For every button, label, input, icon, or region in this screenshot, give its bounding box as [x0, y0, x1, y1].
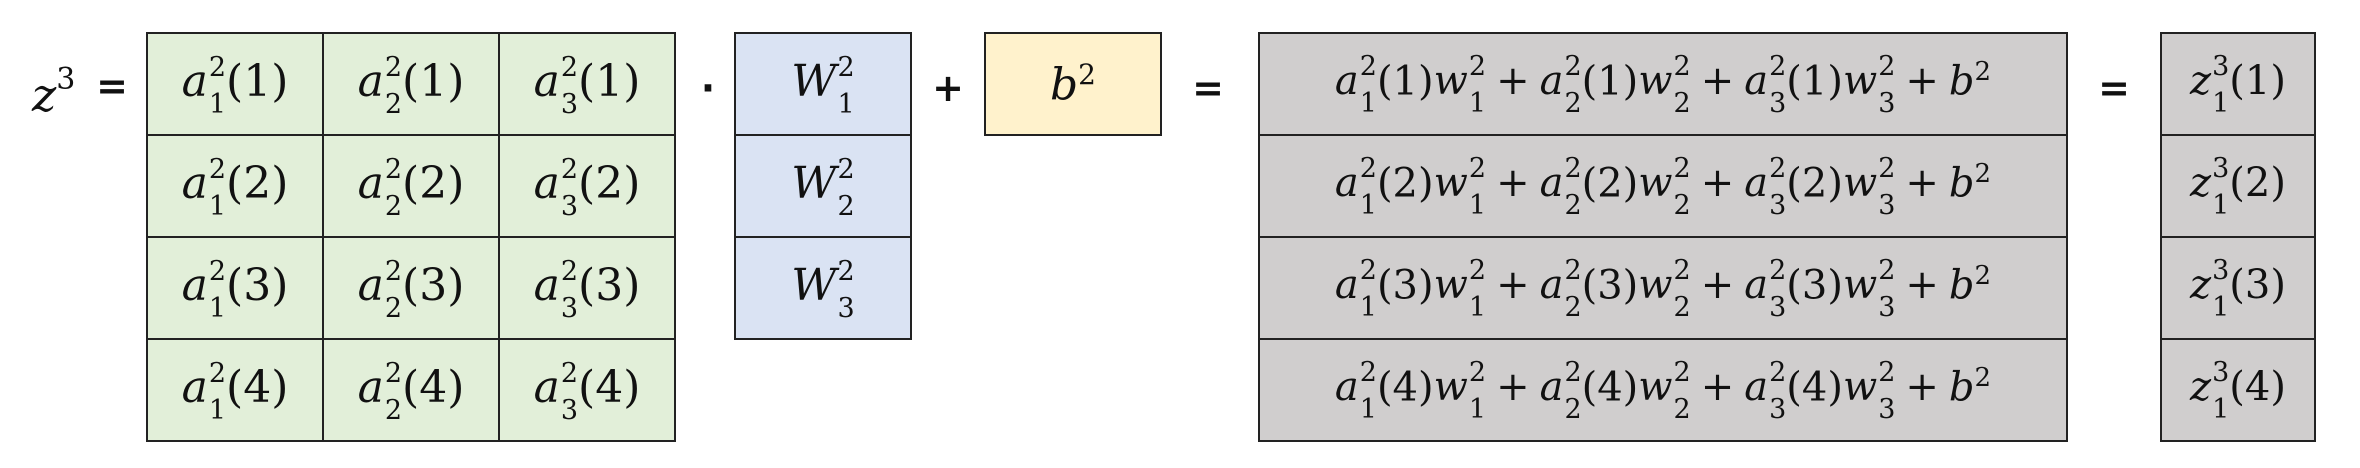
a-cell-r3-c1: a 2 1 (3): [146, 236, 324, 340]
dot-operator: ·: [700, 66, 716, 110]
a-cell-r1-c2: a 2 2 (1): [322, 32, 500, 136]
a-cell-r2-c2: a 2 2 (2): [322, 134, 500, 238]
a-cell-r1-c1: a 2 1 (1): [146, 32, 324, 136]
a-cell-r1-c3: a 2 3 (1): [498, 32, 676, 136]
bias-box: b2: [984, 32, 1162, 136]
sum-cell-1: a 2 1 (1)w 2 1 + a 2 2 (1)w 2 2 + a 2 3 (1)w 2 3 + b2: [1258, 32, 2068, 136]
a-cell-r2-c3: a 2 3 (2): [498, 134, 676, 238]
a-cell-r4-c3: a 2 3 (4): [498, 338, 676, 442]
z-cell-4: z 3 1 (4): [2160, 338, 2316, 442]
a-cell-r4-c2: a 2 2 (4): [322, 338, 500, 442]
a-cell-r2-c1: a 2 1 (2): [146, 134, 324, 238]
sum-cell-2: a 2 1 (2)w 2 1 + a 2 2 (2)w 2 2 + a 2 3 (2)w 2 3 + b2: [1258, 134, 2068, 238]
sum-cell-3: a 2 1 (3)w 2 1 + a 2 2 (3)w 2 2 + a 2 3 (3)w 2 3 + b2: [1258, 236, 2068, 340]
lhs-equals: =: [96, 64, 128, 108]
sum-matrix: a 2 1 (1)w 2 1 + a 2 2 (1)w 2 2 + a 2 3 (1)w 2 3 + b2 a 2 1 (2)w 2…: [1258, 32, 2068, 442]
a-cell-r3-c2: a 2 2 (3): [322, 236, 500, 340]
sum-cell-4: a 2 1 (4)w 2 1 + a 2 2 (4)w 2 2 + a 2 3 (4)w 2 3 + b2: [1258, 338, 2068, 442]
a-cell-r3-c3: a 2 3 (3): [498, 236, 676, 340]
a-matrix: a 2 1 (1) a 2 2 (1) a 2 3 (1) a 2 1 (2) a 2 2 (2) a 2 3 (2) a 2 1(…: [146, 32, 676, 442]
lhs-z3: z3: [32, 62, 75, 122]
a-cell-r4-c1: a 2 1 (4): [146, 338, 324, 442]
z-cell-2: z 3 1 (2): [2160, 134, 2316, 238]
z-cell-1: z 3 1 (1): [2160, 32, 2316, 136]
equals-operator-1: =: [1192, 66, 1224, 110]
lhs-sup: 3: [56, 62, 76, 97]
z-vector: z 3 1 (1) z 3 1 (2) z 3 1 (3) z 3 1 (4): [2160, 32, 2316, 442]
z-cell-3: z 3 1 (3): [2160, 236, 2316, 340]
bias-cell: b2: [984, 32, 1162, 136]
plus-operator: +: [932, 66, 964, 110]
equals-operator-2: =: [2098, 66, 2130, 110]
lhs-var: z: [32, 68, 57, 122]
